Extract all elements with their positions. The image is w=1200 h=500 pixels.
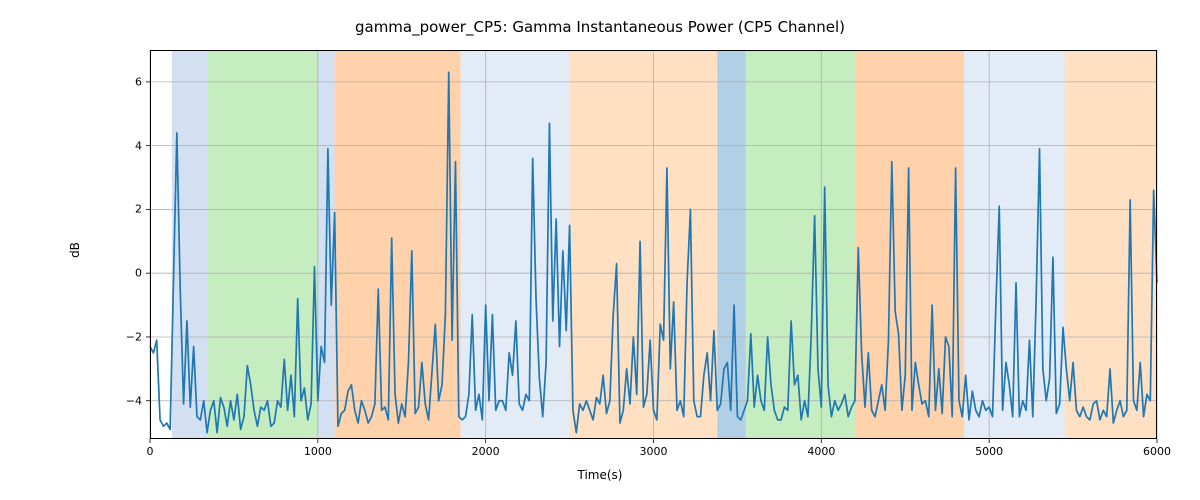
y-tick-label: 2 <box>120 203 142 216</box>
y-axis-label: dB <box>68 242 82 258</box>
y-tick-label: −4 <box>120 394 142 407</box>
y-tick-label: 0 <box>120 267 142 280</box>
x-tick-label: 6000 <box>1143 445 1171 458</box>
background-band <box>746 50 855 439</box>
x-tick-label: 3000 <box>640 445 668 458</box>
chart-svg <box>150 50 1157 439</box>
x-tick-label: 4000 <box>807 445 835 458</box>
plot-area <box>150 50 1157 439</box>
x-axis-label: Time(s) <box>0 468 1200 482</box>
x-tick-label: 0 <box>147 445 154 458</box>
y-tick-label: −2 <box>120 330 142 343</box>
chart-title: gamma_power_CP5: Gamma Instantaneous Pow… <box>0 18 1200 36</box>
background-band <box>460 50 569 439</box>
x-tick-label: 5000 <box>975 445 1003 458</box>
y-tick-label: 4 <box>120 139 142 152</box>
x-tick-label: 2000 <box>472 445 500 458</box>
chart-container: gamma_power_CP5: Gamma Instantaneous Pow… <box>0 0 1200 500</box>
x-tick-label: 1000 <box>304 445 332 458</box>
y-tick-label: 6 <box>120 75 142 88</box>
